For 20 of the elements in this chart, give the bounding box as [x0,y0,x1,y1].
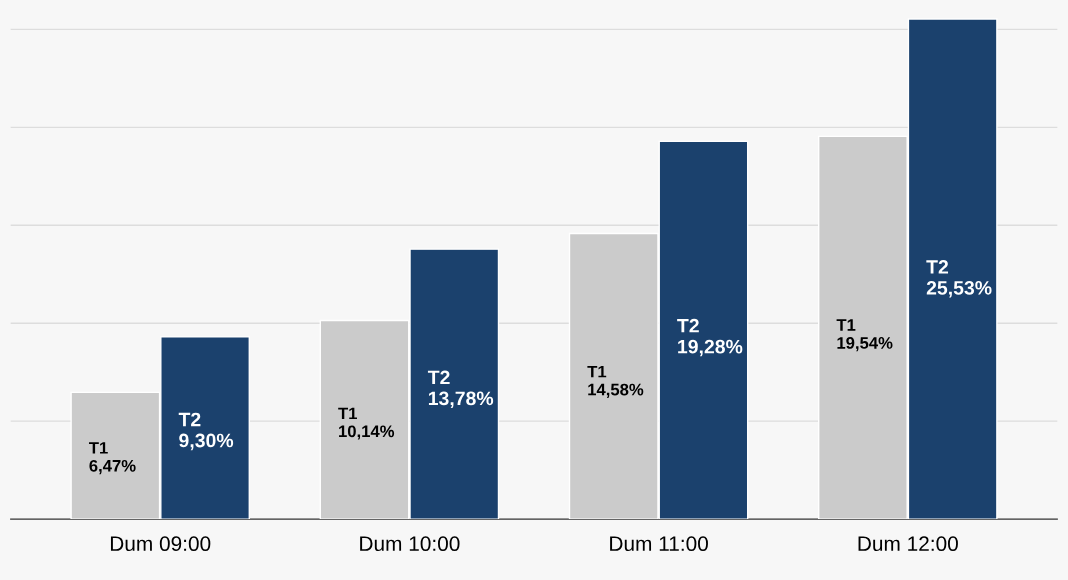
data-label: 13,78% [428,391,494,409]
x-tick-label: Dum 09:00 [110,536,211,552]
data-label: 25,53% [926,280,992,298]
data-label: 10,14% [339,425,395,440]
x-tick-label: Dum 12:00 [858,536,958,552]
data-label: 9,30% [179,433,234,451]
text: T1 [338,407,357,420]
data-label: 19,54% [837,337,893,352]
series-label: T2 [677,318,699,333]
data-label: 6,47% [89,459,136,475]
series-label: T1 [88,442,108,454]
text: T1 [836,319,856,331]
text: T2 [178,412,201,427]
data-label: 19,28% [678,339,743,357]
text: T2 [926,260,949,274]
x-tick-label: Dum 10:00 [360,536,460,552]
x-tick-label: Dum 11:00 [610,536,708,552]
data-label: 14,58% [588,383,644,398]
text: T2 [427,370,450,385]
text: T1 [587,365,607,378]
